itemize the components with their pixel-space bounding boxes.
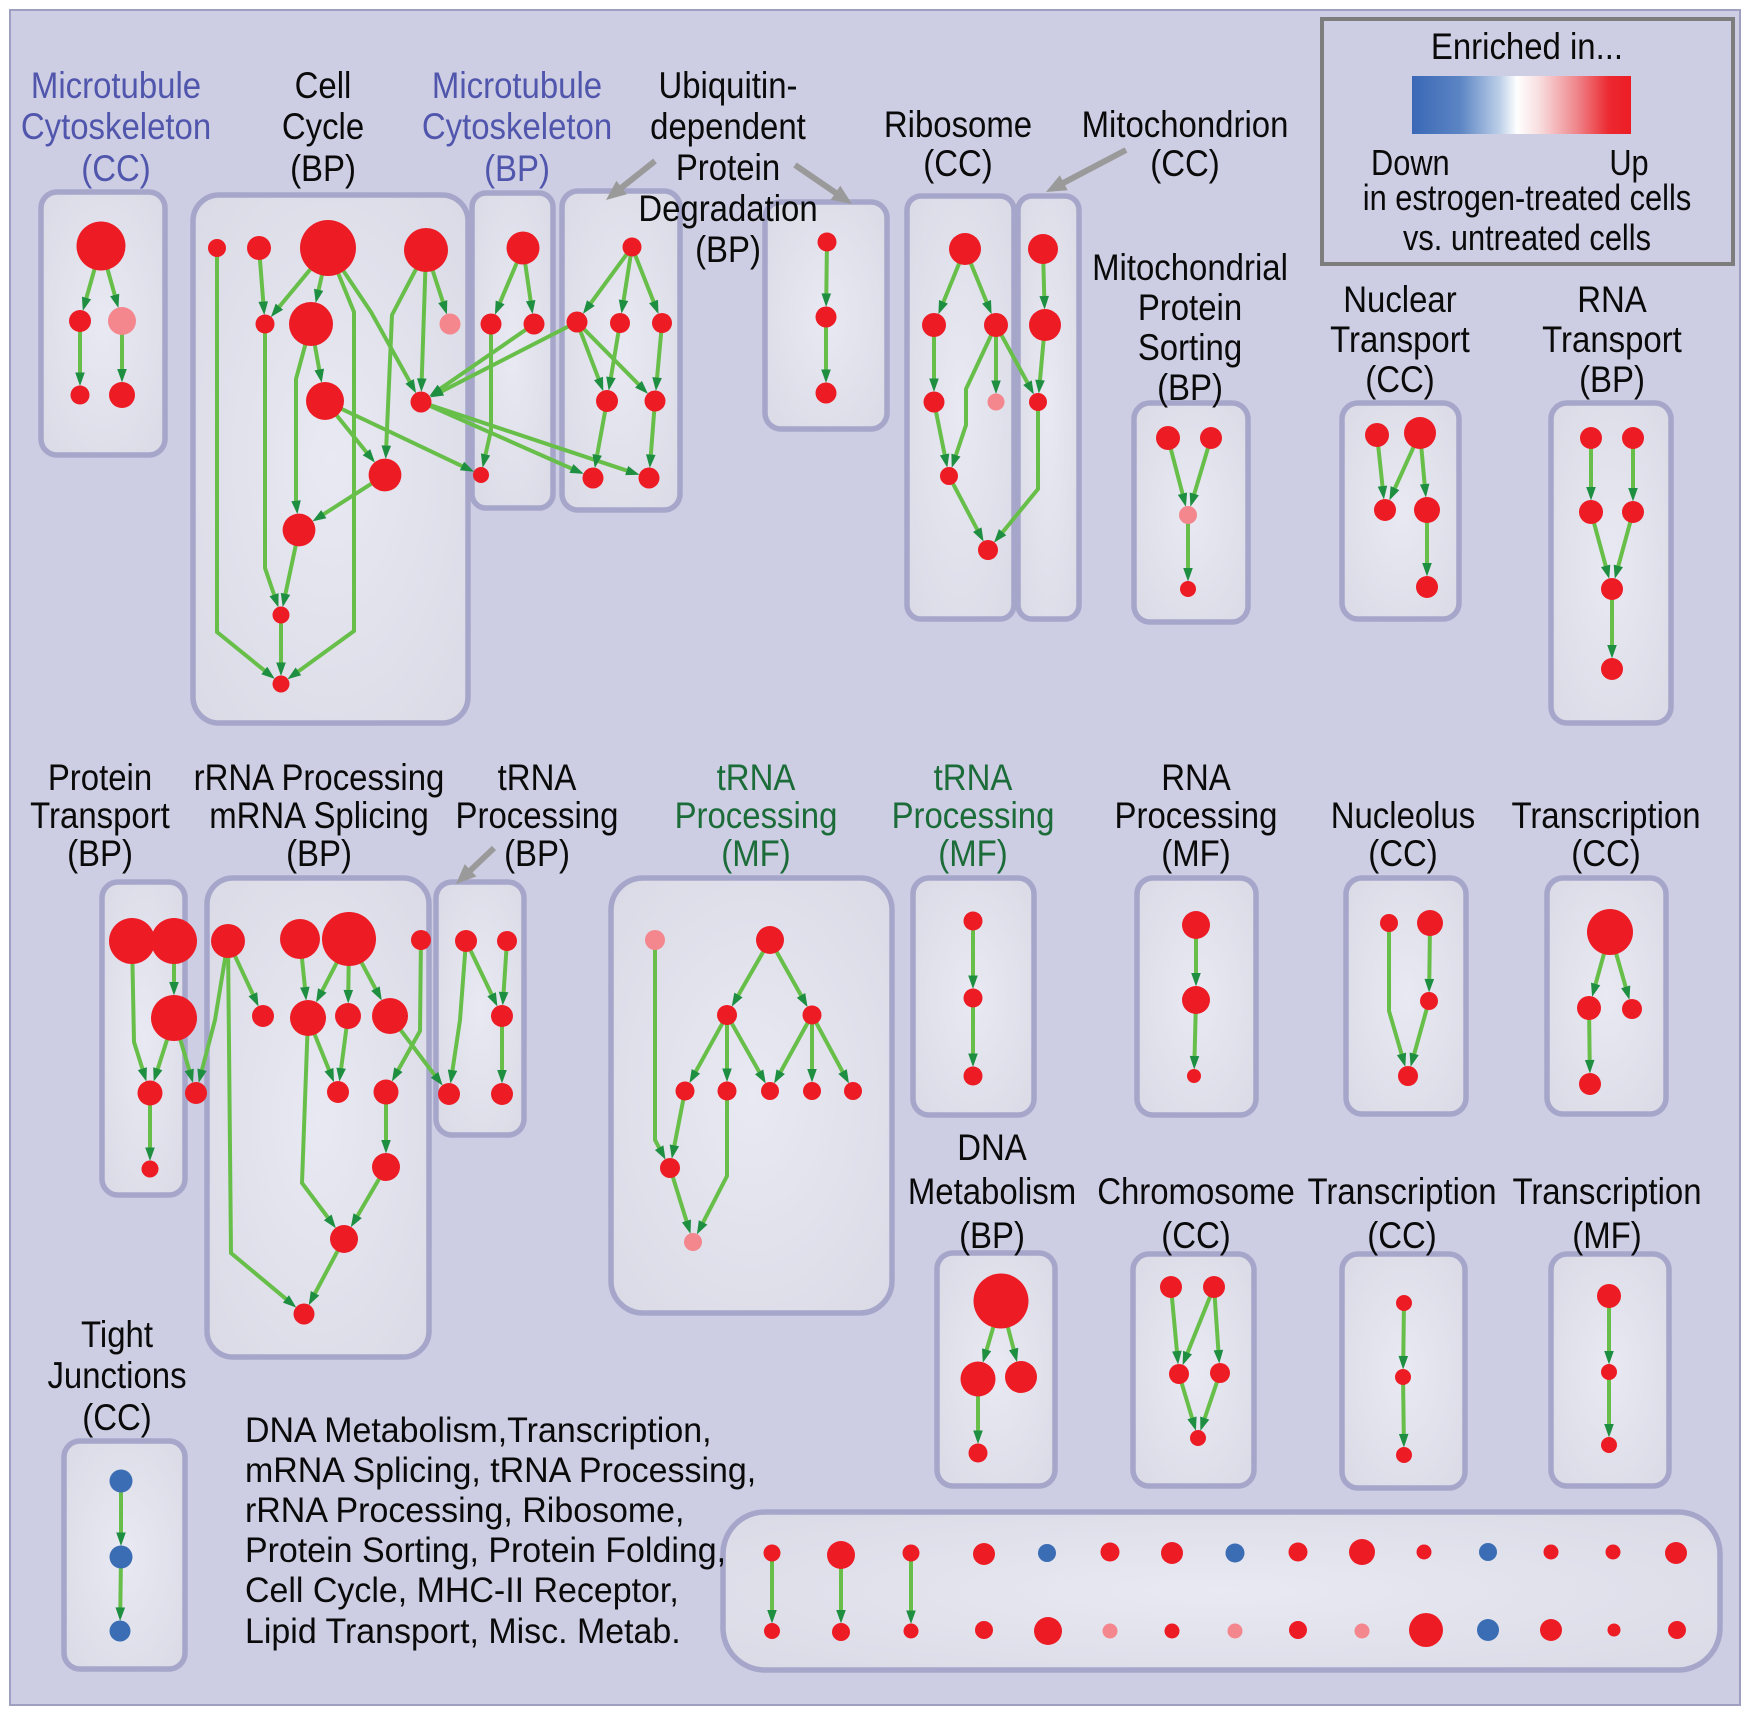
svg-text:Microtubule: Microtubule bbox=[432, 65, 602, 106]
svg-text:(BP): (BP) bbox=[504, 833, 570, 874]
svg-text:Chromosome: Chromosome bbox=[1097, 1171, 1295, 1212]
svg-text:tRNA: tRNA bbox=[717, 757, 796, 798]
svg-text:Lipid Transport, Misc. Metab.: Lipid Transport, Misc. Metab. bbox=[245, 1613, 681, 1652]
svg-text:Processing: Processing bbox=[456, 795, 619, 836]
svg-text:(CC): (CC) bbox=[1150, 143, 1219, 184]
svg-text:rRNA Processing, Ribosome,: rRNA Processing, Ribosome, bbox=[245, 1492, 684, 1531]
svg-text:(CC): (CC) bbox=[1367, 1215, 1436, 1256]
svg-text:(BP): (BP) bbox=[290, 148, 356, 189]
svg-text:Cell: Cell bbox=[295, 65, 352, 106]
svg-text:DNA: DNA bbox=[957, 1127, 1027, 1168]
svg-text:Transport: Transport bbox=[1330, 319, 1470, 360]
svg-text:Down: Down bbox=[1371, 144, 1450, 184]
svg-text:(CC): (CC) bbox=[1365, 359, 1434, 400]
svg-text:RNA: RNA bbox=[1577, 279, 1647, 320]
svg-text:Junctions: Junctions bbox=[47, 1355, 186, 1396]
svg-text:Transcription: Transcription bbox=[1511, 795, 1700, 836]
svg-text:Enriched in...: Enriched in... bbox=[1431, 26, 1623, 67]
svg-text:mRNA Splicing: mRNA Splicing bbox=[209, 795, 429, 836]
svg-text:(CC): (CC) bbox=[81, 148, 150, 189]
svg-text:mRNA Splicing, tRNA Processing: mRNA Splicing, tRNA Processing, bbox=[245, 1452, 756, 1491]
svg-text:(MF): (MF) bbox=[721, 833, 790, 874]
svg-text:Processing: Processing bbox=[1115, 795, 1278, 836]
svg-text:Up: Up bbox=[1609, 144, 1648, 184]
svg-text:(MF): (MF) bbox=[1161, 833, 1230, 874]
svg-text:(CC): (CC) bbox=[923, 143, 992, 184]
svg-text:Processing: Processing bbox=[892, 795, 1055, 836]
svg-text:(MF): (MF) bbox=[1572, 1215, 1641, 1256]
svg-text:(BP): (BP) bbox=[67, 833, 133, 874]
svg-text:Protein: Protein bbox=[48, 757, 152, 798]
svg-text:tRNA: tRNA bbox=[498, 757, 577, 798]
svg-text:(BP): (BP) bbox=[1579, 359, 1645, 400]
svg-text:Ribosome: Ribosome bbox=[884, 104, 1032, 145]
svg-text:(CC): (CC) bbox=[1368, 833, 1437, 874]
svg-text:Tight: Tight bbox=[81, 1314, 153, 1355]
svg-text:tRNA: tRNA bbox=[934, 757, 1013, 798]
svg-text:RNA: RNA bbox=[1161, 757, 1231, 798]
svg-text:Processing: Processing bbox=[675, 795, 838, 836]
svg-text:Metabolism: Metabolism bbox=[908, 1171, 1076, 1212]
svg-text:Transcription: Transcription bbox=[1512, 1171, 1701, 1212]
svg-text:Degradation: Degradation bbox=[638, 188, 817, 229]
svg-text:Protein: Protein bbox=[1138, 287, 1242, 328]
svg-text:(CC): (CC) bbox=[82, 1397, 151, 1438]
svg-text:Cycle: Cycle bbox=[282, 106, 364, 147]
svg-text:vs. untreated cells: vs. untreated cells bbox=[1403, 219, 1651, 259]
svg-text:rRNA Processing: rRNA Processing bbox=[194, 757, 445, 798]
svg-text:DNA Metabolism,Transcription,: DNA Metabolism,Transcription, bbox=[245, 1412, 712, 1451]
svg-text:(BP): (BP) bbox=[959, 1215, 1025, 1256]
svg-text:Microtubule: Microtubule bbox=[31, 65, 201, 106]
svg-text:(BP): (BP) bbox=[695, 229, 761, 270]
svg-text:dependent: dependent bbox=[650, 106, 806, 147]
svg-text:(CC): (CC) bbox=[1161, 1215, 1230, 1256]
svg-text:Cytoskeleton: Cytoskeleton bbox=[422, 106, 612, 147]
svg-text:Transport: Transport bbox=[1542, 319, 1682, 360]
svg-text:Ubiquitin-: Ubiquitin- bbox=[658, 65, 797, 106]
svg-text:in estrogen-treated cells: in estrogen-treated cells bbox=[1363, 179, 1691, 219]
svg-text:Transcription: Transcription bbox=[1307, 1171, 1496, 1212]
svg-text:Mitochondrial: Mitochondrial bbox=[1092, 247, 1288, 288]
svg-text:Nuclear: Nuclear bbox=[1343, 279, 1457, 320]
svg-text:Mitochondrion: Mitochondrion bbox=[1082, 104, 1289, 145]
svg-text:Protein Sorting, Protein Foldi: Protein Sorting, Protein Folding, bbox=[245, 1532, 726, 1571]
svg-text:(MF): (MF) bbox=[938, 833, 1007, 874]
svg-text:Protein: Protein bbox=[676, 147, 780, 188]
svg-text:Cell Cycle, MHC-II Receptor,: Cell Cycle, MHC-II Receptor, bbox=[245, 1572, 679, 1611]
svg-text:Cytoskeleton: Cytoskeleton bbox=[21, 106, 211, 147]
svg-text:(BP): (BP) bbox=[484, 148, 550, 189]
svg-text:Nucleolus: Nucleolus bbox=[1331, 795, 1476, 836]
svg-text:Transport: Transport bbox=[30, 795, 170, 836]
svg-text:(CC): (CC) bbox=[1571, 833, 1640, 874]
svg-text:(BP): (BP) bbox=[1157, 367, 1223, 408]
svg-text:(BP): (BP) bbox=[286, 833, 352, 874]
svg-text:Sorting: Sorting bbox=[1138, 327, 1242, 368]
